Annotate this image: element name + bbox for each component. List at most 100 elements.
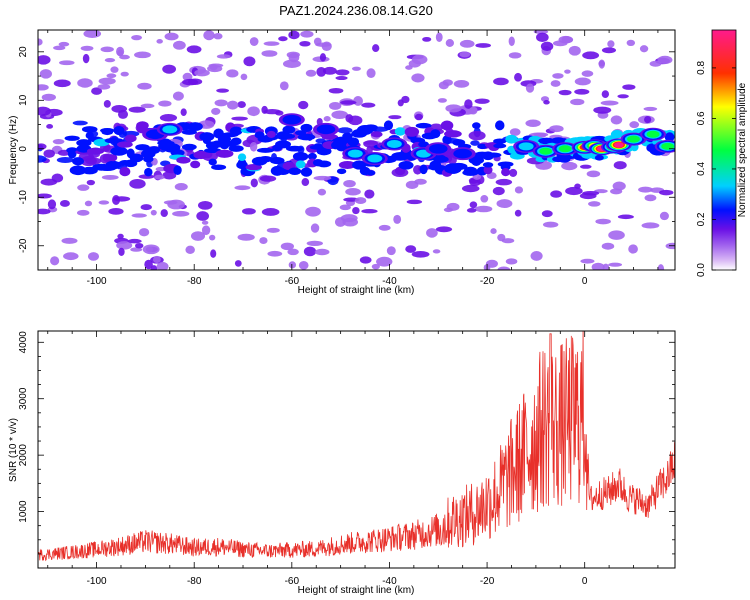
heatmap-cell [593, 106, 612, 114]
colorbar-tick-label: 0.4 [696, 162, 707, 176]
heatmap-cell [486, 152, 502, 158]
heatmap-cell [207, 64, 223, 73]
heatmap-cell [172, 91, 184, 101]
heatmap-cell [280, 242, 294, 251]
heatmap-cell [536, 32, 549, 43]
heatmap-cell [279, 81, 289, 91]
heatmap-cell [240, 73, 248, 81]
heatmap-cell [322, 66, 337, 75]
heatmap-cell [116, 46, 125, 57]
heatmap-cell [475, 43, 492, 48]
heatmap-cell [286, 51, 300, 59]
heatmap-cell [353, 96, 363, 106]
spectrogram-y-label: Frequency (Hz) [8, 116, 19, 185]
heatmap-cell [128, 106, 146, 113]
heatmap-cell [525, 83, 535, 93]
heatmap-cell [466, 208, 477, 213]
heatmap-cell [129, 178, 146, 189]
heatmap-cell [247, 106, 260, 117]
heatmap-cell [47, 199, 57, 210]
heatmap-cell [608, 230, 625, 240]
heatmap-cell [598, 59, 605, 69]
heatmap-cell [109, 154, 118, 162]
heatmap-cell [38, 106, 51, 116]
heatmap-cell [405, 245, 417, 253]
heatmap-cell [269, 157, 285, 165]
heatmap-cell [108, 207, 124, 215]
heatmap-cell [601, 47, 617, 54]
x-tick-label: 0 [582, 276, 588, 287]
heatmap-cell [644, 115, 652, 124]
heatmap-cell [342, 132, 353, 140]
heatmap-cell [38, 155, 47, 163]
heatmap-cell [267, 250, 283, 257]
heatmap-cell [438, 81, 449, 90]
heatmap-cell [579, 164, 592, 169]
heatmap-cell [261, 208, 280, 216]
heatmap-cell [613, 161, 627, 170]
heatmap-cell [558, 89, 572, 96]
heatmap-cell [162, 171, 177, 180]
heatmap-cell [316, 160, 332, 168]
heatmap-cell [120, 71, 129, 77]
heatmap-cell [450, 162, 468, 171]
heatmap-cell [622, 84, 636, 90]
heatmap-cell [140, 103, 155, 109]
heatmap-cell [505, 258, 518, 265]
heatmap-cell [118, 247, 125, 257]
heatmap-cell [174, 182, 188, 191]
heatmap-cell [187, 78, 203, 85]
heatmap-cell [242, 208, 256, 215]
heatmap-cell [419, 164, 428, 175]
heatmap-hotspot [661, 142, 675, 150]
y-tick-label: 1000 [18, 500, 29, 523]
snr-y-label: SNR (10 * v/v) [8, 418, 19, 482]
heatmap-cell [639, 45, 649, 53]
heatmap-cell [376, 256, 393, 267]
heatmap-cell [211, 164, 227, 171]
heatmap-cell [261, 50, 278, 57]
heatmap-cell [342, 217, 359, 227]
heatmap-cell [514, 72, 522, 82]
heatmap-cell [101, 128, 114, 136]
figure-title: PAZ1.2024.236.08.14.G20 [279, 3, 433, 18]
x-tick-label: -20 [480, 576, 495, 587]
heatmap-cell [150, 209, 157, 216]
heatmap-hotspot [282, 114, 302, 125]
heatmap-cell [86, 179, 96, 186]
heatmap-cell [314, 248, 330, 256]
heatmap-cell [514, 209, 522, 217]
heatmap-cell [194, 69, 210, 77]
heatmap-cell [453, 80, 470, 88]
heatmap-cell [50, 256, 60, 266]
heatmap-cell [211, 107, 221, 115]
heatmap-cell [150, 265, 158, 270]
heatmap-cell [142, 244, 160, 255]
heatmap-cell [131, 35, 143, 41]
colorbar-tick-label: 0.8 [696, 61, 707, 75]
heatmap-cell [378, 224, 391, 231]
heatmap-cell [594, 154, 604, 161]
heatmap-cell [69, 165, 87, 176]
heatmap-cell [285, 145, 304, 152]
heatmap-cell [508, 36, 515, 47]
heatmap-cell [158, 100, 172, 107]
heatmap-cell [275, 140, 292, 149]
y-tick-label: 20 [18, 46, 29, 58]
heatmap-cell [203, 30, 215, 41]
heatmap-cell [292, 151, 309, 162]
heatmap-cell [338, 160, 357, 169]
heatmap-cell [83, 30, 102, 38]
heatmap-cell [574, 183, 581, 189]
heatmap-cell [426, 228, 438, 238]
heatmap-cell [649, 60, 662, 67]
heatmap-cell [340, 100, 357, 105]
heatmap-cell [144, 167, 153, 177]
heatmap-cell [411, 54, 428, 65]
heatmap-cell [180, 108, 187, 116]
heatmap-cell [345, 114, 354, 123]
heatmap-hotspot [316, 124, 336, 135]
heatmap-hotspot [614, 142, 624, 148]
heatmap-cell [138, 228, 150, 237]
